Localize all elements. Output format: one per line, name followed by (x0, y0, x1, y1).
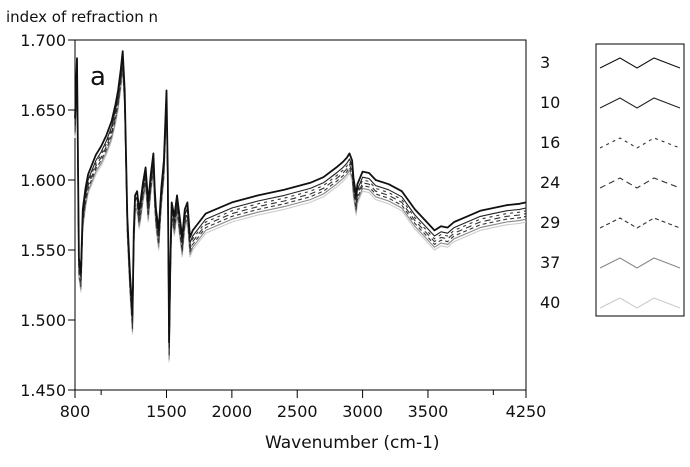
x-tick-label: 4250 (506, 402, 547, 421)
x-tick-label: 800 (60, 402, 91, 421)
legend-swatches (599, 57, 681, 309)
y-tick-label: 1.650 (20, 101, 66, 120)
legend-label: 10 (540, 93, 560, 112)
legend-swatch-40 (599, 297, 681, 309)
legend-box (595, 43, 685, 317)
x-axis-label: Wavenumber (cm-1) (265, 433, 440, 453)
legend-swatch-29 (599, 217, 681, 229)
x-tick-label: 2000 (212, 402, 253, 421)
x-tick-label: 2500 (277, 402, 318, 421)
x-axis: 800 1500 2000 2500 3000 3500 4250 (60, 390, 547, 421)
legend-labels: 3 10 16 24 29 37 40 (540, 53, 560, 312)
y-axis-label: index of refraction n (6, 8, 158, 26)
plot-area (74, 39, 527, 391)
legend-label: 29 (540, 213, 560, 232)
legend-swatch-10 (599, 97, 681, 109)
legend-swatch-3 (599, 57, 681, 69)
legend-label: 40 (540, 293, 560, 312)
legend-label: 24 (540, 173, 560, 192)
x-tick-label: 3500 (408, 402, 449, 421)
x-tick-label: 3000 (342, 402, 383, 421)
y-tick-label: 1.450 (20, 381, 66, 400)
legend-swatch-16 (599, 137, 681, 149)
y-tick-label: 1.550 (20, 241, 66, 260)
y-axis: 1.450 1.500 1.550 1.600 1.650 1.700 (20, 31, 75, 400)
legend-label: 37 (540, 253, 560, 272)
legend-label: 16 (540, 133, 560, 152)
y-tick-label: 1.600 (20, 171, 66, 190)
y-tick-label: 1.500 (20, 311, 66, 330)
legend-label: 3 (540, 53, 550, 72)
series-line-29 (74, 64, 527, 357)
series-layer (74, 50, 527, 363)
legend-swatch-37 (599, 257, 681, 269)
x-tick-label: 1500 (146, 402, 187, 421)
panel-label: a (90, 62, 106, 92)
legend-swatch-24 (599, 177, 681, 189)
series-line-3 (74, 50, 527, 344)
y-tick-label: 1.700 (20, 31, 66, 50)
